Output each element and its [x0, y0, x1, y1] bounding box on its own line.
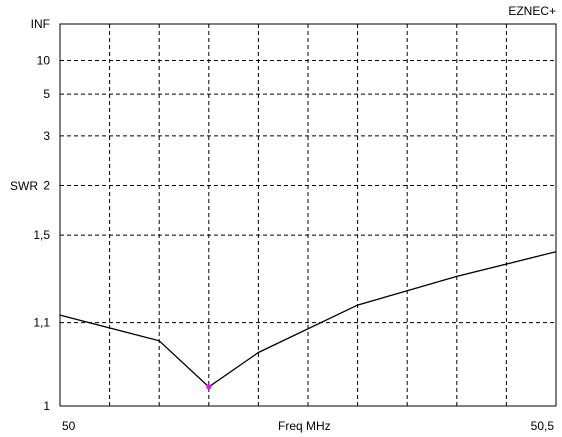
x-tick-label-1: 50: [62, 419, 76, 433]
y-tick-label-6: 5: [43, 87, 50, 101]
y-tick-label-5: 3: [43, 129, 50, 143]
y-tick-label-4: 2: [43, 178, 50, 192]
y-tick-label-1: 1: [43, 399, 50, 413]
grid-layer: [60, 24, 556, 406]
y-tick-label-2: 1,1: [33, 316, 50, 330]
x-tick-label-2: 50,5: [531, 419, 555, 433]
x-axis-label: Freq MHz: [278, 419, 331, 433]
program-label: EZNEC+: [508, 4, 556, 18]
series-layer: [59, 251, 557, 390]
y-tick-label-3: 1,5: [33, 228, 50, 242]
plot-frame: [59, 23, 557, 407]
y-tick-label-7: 10: [37, 53, 51, 67]
frequency-marker: [206, 384, 212, 390]
y-tick-label-8: INF: [31, 17, 50, 31]
y-tick-labels: 1 1,1 1,5 2 3 5 10 INF: [31, 17, 51, 413]
x-tick-labels: 50 50,5: [62, 419, 554, 433]
swr-curve-1: [59, 251, 557, 388]
y-axis-label: SWR: [10, 179, 38, 193]
